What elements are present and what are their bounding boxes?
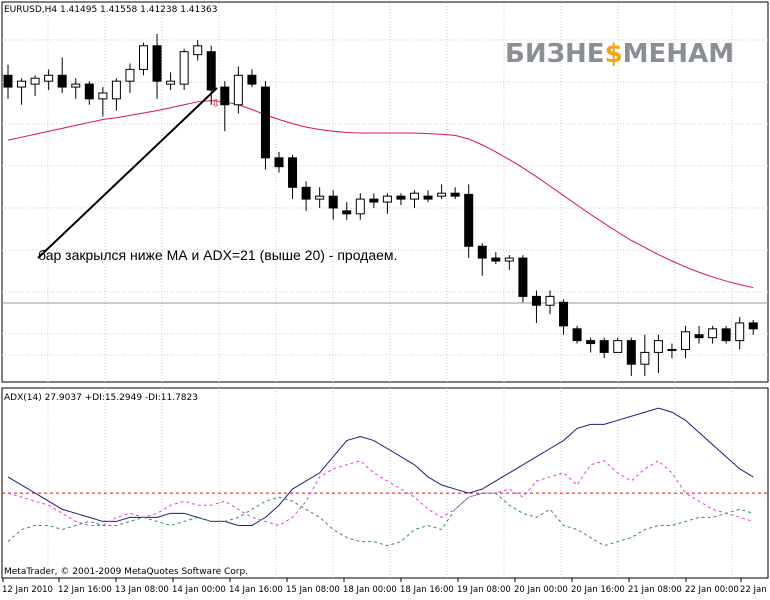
time-axis: 12 Jan 2010 12 Jan 16:00 13 Jan 08:00 14 Ja… — [2, 578, 770, 595]
candle-body — [748, 322, 758, 330]
time-tick-label: 19 Jan 08:00 — [457, 585, 511, 595]
time-tick-label: 20 Jan 16:00 — [571, 585, 625, 595]
annotation-arrow-line — [37, 87, 218, 259]
time-tick-label: 15 Jan 08:00 — [286, 585, 340, 595]
indicator-panel-frame — [1, 387, 769, 579]
candle-body — [572, 328, 582, 342]
candle-body — [721, 328, 731, 342]
candle-body — [342, 210, 352, 215]
time-tick-label: 13 Jan 08:00 — [115, 585, 169, 595]
indicator-series-line — [7, 407, 754, 526]
candle-body — [220, 86, 230, 106]
candle-body — [206, 51, 216, 91]
candle-body — [586, 340, 596, 345]
moving-average-line — [7, 100, 754, 289]
candle-body — [328, 195, 338, 209]
candle-body — [71, 83, 81, 88]
time-tick-label: 20 Jan 00:00 — [514, 585, 568, 595]
candle-body — [44, 74, 54, 82]
chart-frames — [1, 1, 769, 579]
candle-body — [315, 195, 325, 200]
logo-left: БИЗНЕ — [505, 39, 605, 69]
candle-body — [84, 83, 94, 100]
candle-body — [98, 92, 108, 100]
candle-body — [708, 328, 718, 339]
candle-body — [531, 295, 541, 306]
candle-body — [111, 80, 121, 100]
candle-body — [152, 45, 162, 82]
candle-body — [274, 157, 284, 168]
logo-dollar: $ — [605, 39, 623, 69]
candle-body — [233, 74, 243, 106]
candle-body — [396, 195, 406, 200]
candle-body — [247, 74, 257, 85]
annotation-text: бар закрылся ниже МА и ADX=21 (выше 20) … — [38, 247, 397, 263]
candle-body — [260, 86, 270, 159]
candle-body — [193, 45, 203, 56]
time-tick-label: 12 Jan 2010 — [2, 585, 53, 595]
svg-text:БИЗНЕ$МЕНАМ: БИЗНЕ$МЕНАМ — [505, 39, 734, 69]
time-tick-label: 18 Jan 16:00 — [400, 585, 454, 595]
candles — [3, 34, 758, 376]
candle-body — [166, 80, 176, 85]
candle-body — [477, 245, 487, 259]
time-tick-label: 22 Jan 16:00 — [740, 585, 770, 595]
candle-body — [450, 192, 460, 197]
logo-right: МЕНАМ — [623, 39, 734, 69]
time-tick-label: 12 Jan 16:00 — [58, 585, 112, 595]
brand-logo: БИЗНЕ$МЕНАМ — [505, 39, 734, 69]
candle-body — [613, 340, 623, 353]
candle-body — [139, 45, 148, 70]
time-tick-label: 14 Jan 00:00 — [172, 585, 226, 595]
candle-body — [559, 301, 569, 327]
adx-indicator-lines — [2, 407, 768, 547]
candle-body — [3, 74, 13, 88]
candle-body — [288, 157, 298, 188]
candle-body — [653, 340, 663, 353]
candle-body — [464, 193, 474, 247]
indicator-series-line — [7, 492, 754, 547]
main-panel-frame — [1, 1, 769, 383]
candle-body — [545, 295, 555, 306]
candle-body — [17, 80, 27, 88]
candle-body — [423, 195, 433, 200]
candle-body — [640, 351, 650, 365]
ma-line — [7, 100, 754, 289]
candle-body — [57, 74, 67, 88]
copyright-text: MetaTrader, © 2001-2009 MetaQuotes Softw… — [4, 567, 248, 577]
candle-body — [667, 348, 677, 351]
time-tick-label: 18 Jan 00:00 — [343, 585, 397, 595]
candle-body — [369, 198, 379, 203]
indicator-series-line — [7, 460, 754, 527]
symbol-header: EURUSD,H4 1.41495 1.41558 1.41238 1.4136… — [4, 5, 217, 15]
candle-body — [735, 322, 745, 342]
candle-body — [518, 257, 528, 297]
candle-body — [410, 192, 419, 200]
sell-arrow-icon: ⇩ — [211, 97, 220, 110]
candle-body — [179, 51, 189, 85]
time-tick-label: 22 Jan 00:00 — [685, 585, 739, 595]
candle-body — [626, 340, 636, 365]
candle-body — [125, 68, 135, 82]
time-tick-label: 21 Jan 08:00 — [628, 585, 682, 595]
candle-body — [681, 331, 690, 350]
candle-body — [301, 186, 311, 200]
candle-body — [694, 334, 704, 339]
candle-body — [30, 77, 40, 85]
candle-body — [382, 195, 392, 203]
candle-body — [504, 257, 514, 262]
candle-body — [355, 198, 365, 215]
candle-body — [437, 192, 447, 197]
indicator-label: ADX(14) 27.9037 +DI:15.2949 -DI:11.7823 — [4, 393, 198, 403]
time-tick-label: 14 Jan 16:00 — [229, 585, 283, 595]
candle-body — [491, 257, 501, 262]
candle-body — [599, 340, 609, 353]
